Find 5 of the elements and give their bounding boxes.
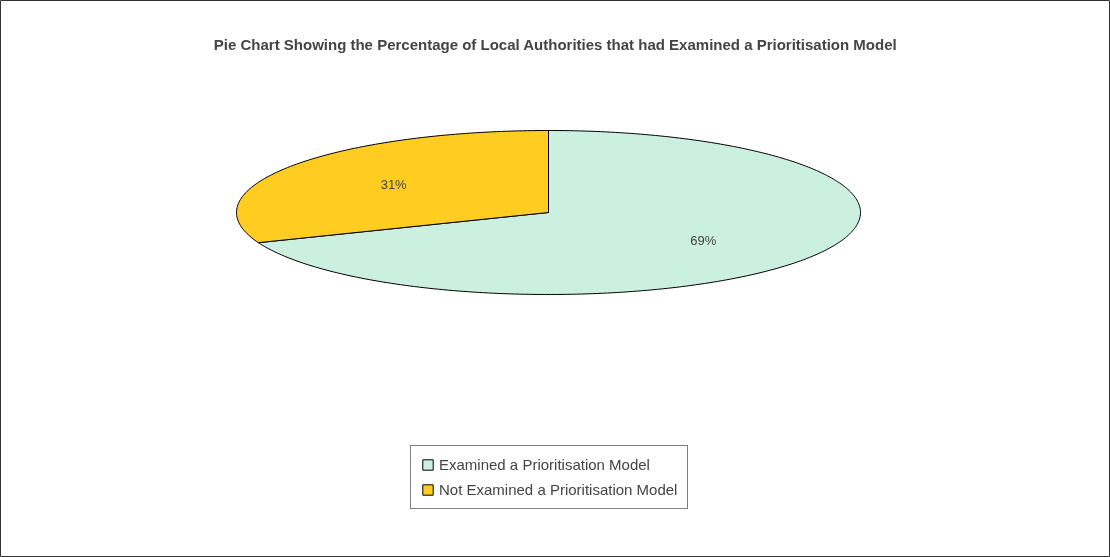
data-label: 31% bbox=[380, 177, 408, 193]
legend-label: Not Examined a Prioritisation Model bbox=[439, 481, 678, 498]
data-label: 69% bbox=[690, 232, 717, 248]
chart-title: Pie Chart Showing the Percentage of Local Authorities that had Examined a Prioritisation Model bbox=[213, 35, 897, 53]
legend-label: Examined a Prioritisation Model bbox=[439, 456, 650, 473]
